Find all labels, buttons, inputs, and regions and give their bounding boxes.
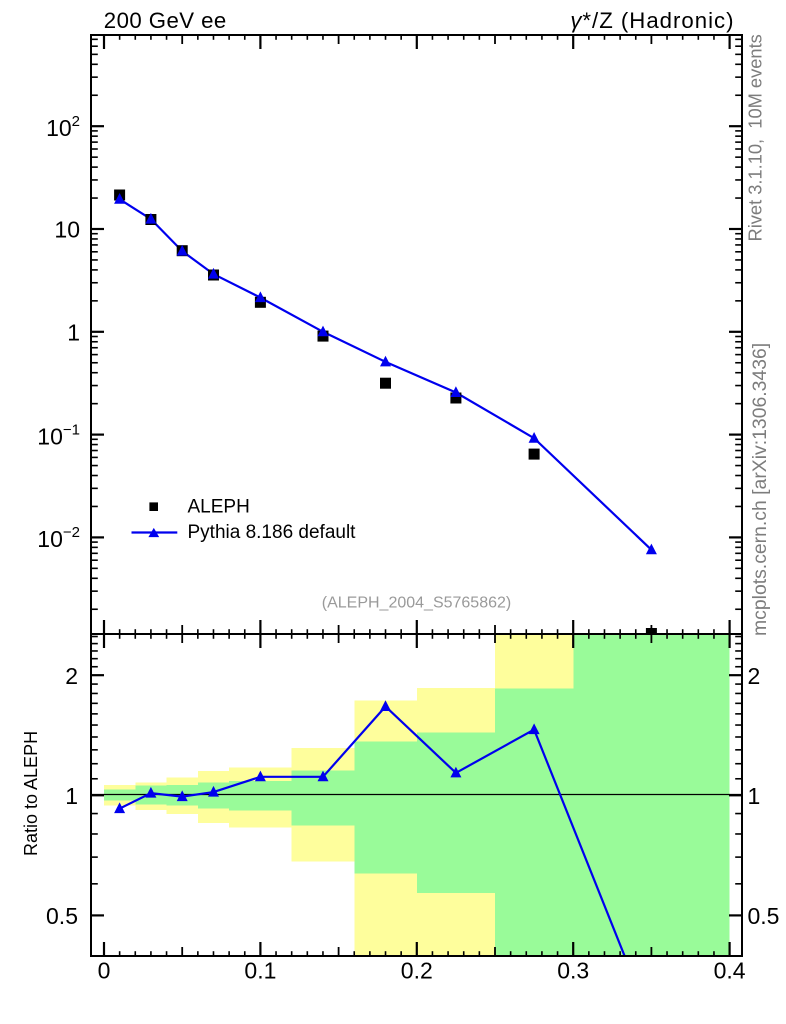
svg-text:Pythia 8.186 default: Pythia 8.186 default — [188, 522, 357, 543]
svg-text:2: 2 — [65, 663, 78, 689]
svg-text:Rivet 3.1.10, 10M events: Rivet 3.1.10, 10M events — [745, 34, 766, 241]
svg-text:0.5: 0.5 — [46, 903, 78, 929]
svg-text:1: 1 — [67, 319, 80, 345]
svg-text:0.5: 0.5 — [748, 903, 780, 929]
svg-text:mcplots.cern.ch [arXiv:1306.34: mcplots.cern.ch [arXiv:1306.3436] — [749, 343, 771, 636]
svg-text:ALEPH: ALEPH — [188, 497, 250, 518]
svg-text:Ratio to ALEPH: Ratio to ALEPH — [21, 731, 41, 856]
svg-text:10−1: 10−1 — [37, 421, 80, 449]
svg-text:(ALEPH_2004_S5765862): (ALEPH_2004_S5765862) — [322, 595, 511, 612]
svg-text:10−2: 10−2 — [37, 524, 80, 552]
svg-text:10: 10 — [54, 217, 80, 243]
svg-text:1: 1 — [748, 783, 761, 809]
svg-text:0: 0 — [98, 958, 111, 984]
svg-text:γ*/Z (Hadronic): γ*/Z (Hadronic) — [570, 8, 734, 33]
svg-text:200 GeV ee: 200 GeV ee — [104, 8, 227, 33]
svg-text:0.4: 0.4 — [714, 958, 746, 984]
svg-text:0.2: 0.2 — [401, 958, 433, 984]
svg-text:0.3: 0.3 — [557, 958, 589, 984]
svg-text:2: 2 — [748, 663, 761, 689]
svg-text:0.1: 0.1 — [244, 958, 276, 984]
svg-text:102: 102 — [46, 113, 80, 141]
svg-text:1: 1 — [65, 783, 78, 809]
